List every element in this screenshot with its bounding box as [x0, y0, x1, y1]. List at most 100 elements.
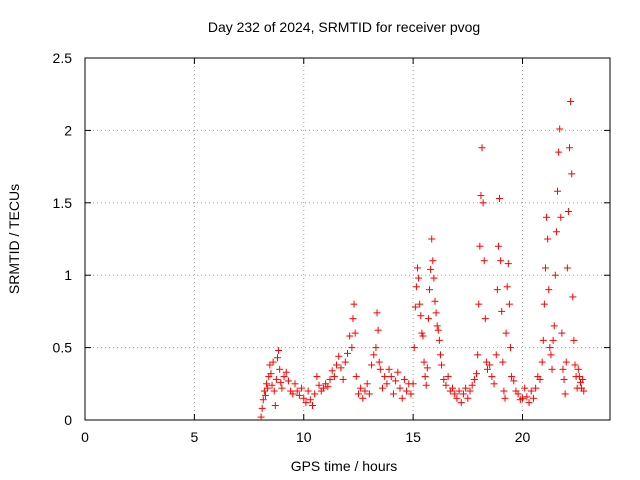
data-point	[417, 312, 425, 320]
data-point	[435, 336, 443, 344]
data-point	[387, 373, 395, 381]
data-point	[505, 300, 513, 308]
data-point	[346, 332, 354, 340]
data-point	[436, 351, 444, 359]
data-point	[574, 365, 582, 373]
data-point	[418, 329, 426, 337]
data-point	[361, 387, 369, 395]
data-point	[394, 368, 402, 376]
data-point	[368, 361, 376, 369]
data-point	[501, 394, 509, 402]
data-point	[514, 390, 522, 398]
data-point	[497, 257, 505, 265]
data-point	[260, 387, 268, 395]
data-point	[532, 384, 540, 392]
data-point	[263, 380, 271, 388]
data-point	[560, 375, 568, 383]
data-point	[466, 387, 474, 395]
data-point	[464, 394, 472, 402]
data-point	[540, 300, 548, 308]
data-point	[566, 144, 574, 152]
y-tick-label: 0.5	[53, 340, 73, 356]
data-point	[453, 394, 461, 402]
axis-ticks	[84, 57, 610, 421]
data-point	[468, 381, 476, 389]
x-tick-label: 5	[190, 429, 198, 445]
data-point	[548, 365, 556, 373]
data-point	[259, 396, 267, 404]
data-point	[440, 375, 448, 383]
data-point	[510, 377, 518, 385]
data-point	[381, 373, 389, 381]
data-point	[357, 384, 365, 392]
data-point	[492, 351, 500, 359]
data-point	[370, 351, 378, 359]
y-tick-label: 0	[64, 412, 72, 428]
data-point	[555, 148, 563, 156]
data-point	[421, 373, 429, 381]
data-point	[400, 375, 408, 383]
data-point	[300, 394, 308, 402]
data-point	[269, 358, 277, 366]
data-point	[257, 413, 265, 421]
data-point	[271, 402, 279, 410]
x-tick-label: 20	[515, 429, 531, 445]
data-point	[392, 377, 400, 385]
data-point	[562, 358, 570, 366]
y-tick-labels: 0 0.5 1 1.5 2 2.5	[53, 50, 73, 428]
data-point	[482, 358, 490, 366]
data-point	[498, 307, 506, 315]
y-tick-label: 2	[64, 122, 72, 138]
data-point	[549, 336, 557, 344]
data-point	[280, 373, 288, 381]
data-point	[508, 373, 516, 381]
data-point	[426, 286, 434, 294]
data-point	[375, 358, 383, 366]
data-point	[479, 199, 487, 207]
grid-lines	[85, 58, 610, 420]
data-point	[328, 367, 336, 375]
data-point	[570, 336, 578, 344]
data-point	[503, 283, 511, 291]
y-tick-label: 2.5	[53, 50, 73, 66]
y-axis-label: SRMTID / TECUs	[6, 184, 22, 294]
data-point	[289, 390, 297, 398]
data-point	[427, 265, 435, 273]
data-point	[373, 309, 381, 317]
data-point	[500, 387, 508, 395]
x-tick-label: 10	[296, 429, 312, 445]
data-point	[365, 390, 373, 398]
data-point	[569, 293, 577, 301]
data-point	[291, 380, 299, 388]
x-tick-labels: 0 5 10 15 20	[81, 429, 530, 445]
data-point	[521, 384, 529, 392]
data-point	[272, 375, 280, 383]
data-point	[306, 396, 314, 404]
data-point	[379, 384, 386, 392]
data-point	[275, 346, 283, 354]
data-point	[552, 228, 560, 236]
data-point	[311, 390, 319, 398]
data-point	[359, 394, 367, 402]
plot-frame	[84, 57, 611, 421]
data-point	[541, 264, 549, 272]
data-point	[545, 286, 553, 294]
data-point	[339, 375, 347, 383]
data-point	[270, 387, 278, 395]
data-point	[407, 390, 415, 398]
data-point	[411, 303, 419, 311]
data-point	[457, 399, 465, 407]
data-point	[415, 274, 423, 282]
data-point	[341, 358, 349, 366]
data-point	[554, 187, 561, 195]
data-point	[376, 365, 384, 373]
data-point	[337, 364, 345, 372]
data-point	[538, 358, 546, 366]
data-point	[374, 326, 382, 334]
data-point	[486, 361, 494, 369]
data-point	[493, 286, 501, 294]
data-point	[350, 300, 358, 308]
data-point	[261, 391, 269, 399]
data-point	[414, 264, 421, 272]
data-point	[494, 242, 502, 250]
